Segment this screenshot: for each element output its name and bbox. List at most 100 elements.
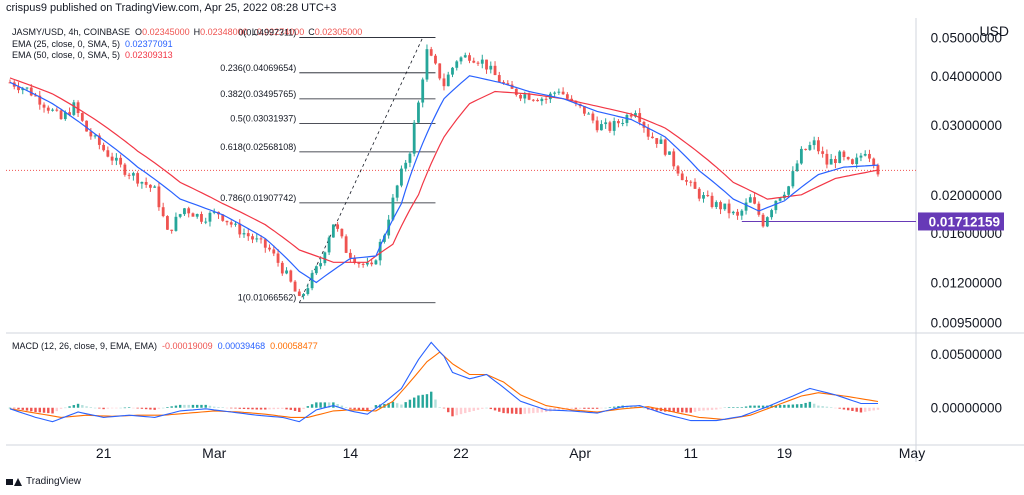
candle-body [361, 263, 365, 265]
time-tick-label: May [899, 445, 925, 461]
macd-histogram-bar [238, 407, 241, 409]
candle-body [799, 148, 803, 164]
candle [263, 238, 267, 253]
candle-body [702, 195, 705, 199]
candle-body [238, 223, 242, 235]
candle [451, 66, 454, 78]
support-price-badge [918, 212, 1004, 231]
macd-histogram-bar [770, 405, 773, 408]
time-axis[interactable]: 21 Mar 14 22 Apr 11 19 May [96, 445, 925, 461]
candle-body [204, 221, 208, 223]
candle-body [748, 197, 752, 203]
macd-histogram-bar [447, 407, 450, 413]
macd-histogram-bar [783, 404, 786, 408]
candle [404, 159, 408, 172]
candle-body [149, 184, 152, 188]
candle [531, 98, 535, 102]
macd-histogram-bar [191, 404, 195, 408]
candle-body [212, 211, 216, 213]
candle [140, 181, 144, 189]
candle [225, 220, 229, 226]
candle-body [668, 151, 671, 155]
macd-histogram-bar [336, 403, 339, 408]
candle [331, 224, 335, 238]
macd-histogram-bar [225, 407, 229, 409]
ema50-label: EMA (50, close, 0, SMA, 5) [12, 50, 121, 60]
candle-body [680, 173, 684, 181]
candle-body [634, 113, 637, 117]
ema50-line [9, 77, 879, 263]
candle-body [383, 235, 386, 242]
candle [276, 248, 280, 267]
candle-body [365, 262, 369, 265]
candle [306, 284, 310, 296]
candle [255, 233, 259, 243]
symbol-legend: JASMY/USD, 4h, COINBASE O0.02345000 H0.02… [12, 27, 366, 37]
candle-body [829, 159, 833, 165]
candle-body [612, 121, 616, 131]
candle [744, 198, 748, 215]
macd-histogram-bar [749, 405, 752, 408]
macd-histogram-bar [795, 404, 799, 408]
macd-histogram-bar [672, 407, 675, 413]
macd-histogram-bar [702, 407, 705, 411]
candle [429, 46, 433, 57]
ohlc-value-l: 0.02274000 [256, 27, 305, 37]
candle [55, 107, 59, 112]
macd-histogram-bar [183, 404, 186, 408]
candle [480, 54, 484, 69]
candle-body [851, 159, 854, 165]
candle-body [646, 127, 650, 137]
macd-histogram-bar [323, 402, 327, 408]
macd-histogram-bar [55, 407, 59, 412]
candle [272, 245, 276, 257]
macd-histogram-bar [608, 407, 612, 408]
macd-histogram-bar [557, 407, 561, 411]
candle [842, 150, 846, 161]
candle-body [272, 249, 276, 254]
candle-body [127, 174, 131, 176]
macd-value-2: 0.00039468 [217, 341, 266, 351]
candle [131, 171, 135, 181]
candle [863, 150, 867, 157]
candle-body [791, 171, 795, 187]
candle [302, 293, 305, 300]
candle-body [795, 163, 799, 172]
symbol-label: JASMY/USD, 4h, COINBASE [12, 27, 131, 37]
candle-body [846, 157, 850, 160]
candle [489, 61, 493, 74]
macd-histogram-bar [481, 407, 484, 409]
time-tick-label: Mar [202, 445, 226, 461]
macd-histogram-bar [132, 407, 135, 409]
candle-body [221, 214, 225, 221]
candle-body [761, 214, 765, 227]
fib-level-label: 0(0.04997311) [238, 28, 296, 38]
macd-histogram-bar [144, 407, 148, 410]
candle [293, 280, 297, 292]
macd-histogram-bar [698, 407, 701, 411]
candle [838, 150, 842, 164]
candle-body [140, 181, 144, 184]
candle [161, 202, 165, 218]
macd-histogram-bar [170, 406, 173, 408]
candle [425, 44, 429, 82]
candle [378, 238, 382, 266]
candle [455, 60, 459, 71]
candle-body [374, 260, 378, 265]
macd-histogram-bar [178, 404, 182, 408]
candle-body [442, 78, 446, 87]
candle-body [17, 86, 20, 91]
candle [591, 111, 595, 124]
ohlc-key-c: C [308, 27, 315, 37]
macd-histogram-bar [459, 407, 463, 415]
support-price-label: 0.01712159 [929, 214, 1000, 229]
candle-body [85, 120, 88, 132]
candle-body [302, 293, 305, 296]
candle [617, 119, 620, 128]
macd-histogram-bar [583, 407, 586, 409]
candle [178, 213, 182, 219]
candle [600, 120, 603, 131]
candle-body [370, 262, 374, 265]
